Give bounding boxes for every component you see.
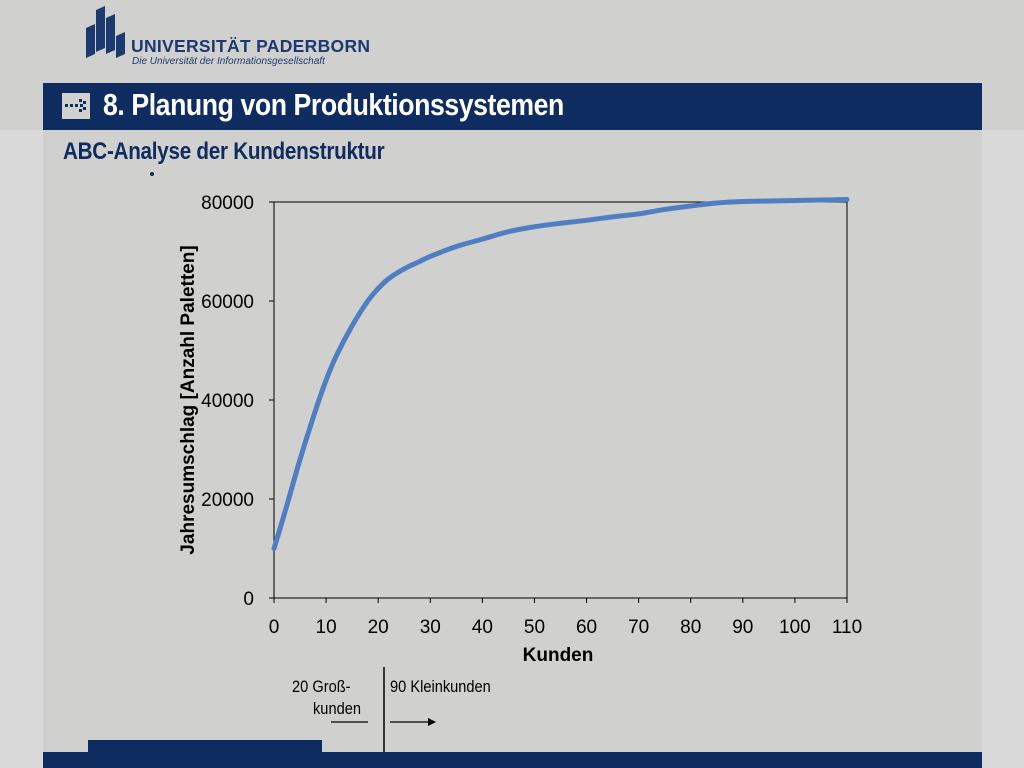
x-tick-label: 10 [316,617,337,638]
arrow-head-icon [428,718,436,726]
university-emblem-icon [86,6,125,58]
slide-subtitle: ABC-Analyse der Kundenstruktur [63,138,385,165]
x-axis-label: Kunden [523,645,594,666]
y-axis-label: Jahresumschlag [Anzahl Paletten] [178,245,199,554]
footer-tab [88,740,322,752]
arrow-grid-icon [62,93,90,119]
group-a-label-line1: 20 Groß- [292,677,351,696]
x-tick-label: 80 [680,617,701,638]
university-tagline: Die Universität der Informationsgesellsc… [132,56,325,67]
y-tick-label: 40000 [201,391,254,412]
y-tick-label: 0 [243,589,254,610]
group-b-label: 90 Kleinkunden [390,677,491,696]
x-tick-label: 70 [628,617,649,638]
x-tick-label: 40 [472,617,493,638]
x-tick-label: 30 [420,617,441,638]
x-tick-label: 60 [576,617,597,638]
plot-area [273,201,848,599]
title-bar: 8. Planung von Produktionssystemen [43,83,982,130]
x-tick-label: 110 [832,617,862,638]
x-tick-label: 50 [524,617,545,638]
university-name: UNIVERSITÄT PADERBORN [131,36,371,56]
group-a-label-line2: kunden [313,699,361,718]
series-line [271,197,850,551]
x-tick-label: 0 [269,617,280,638]
slide-title: 8. Planung von Produktionssystemen [103,87,564,122]
stray-dot [150,172,154,176]
y-tick-label: 60000 [201,292,254,313]
y-tick-label: 20000 [201,490,254,511]
footer-bar [43,752,982,768]
x-tick-label: 20 [368,617,389,638]
x-tick-label: 90 [732,617,753,638]
y-tick-label: 80000 [201,193,254,214]
university-logo: UNIVERSITÄT PADERBORN Die Universität de… [86,6,370,68]
x-tick-label: 100 [779,617,811,638]
